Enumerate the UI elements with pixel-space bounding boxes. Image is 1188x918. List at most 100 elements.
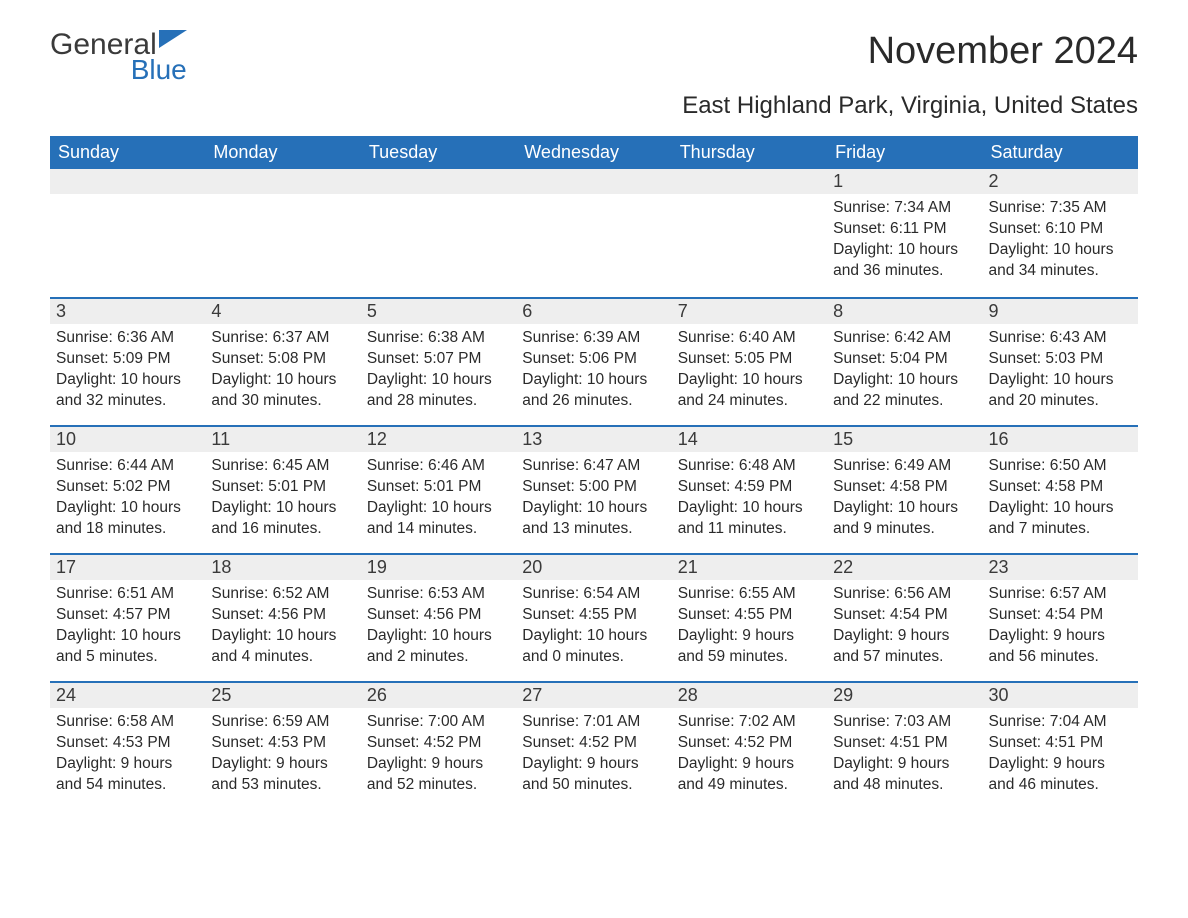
calendar-day-cell: 10Sunrise: 6:44 AMSunset: 5:02 PMDayligh… — [50, 425, 205, 553]
calendar-day-cell: 17Sunrise: 6:51 AMSunset: 4:57 PMDayligh… — [50, 553, 205, 681]
day-details: Sunrise: 6:44 AMSunset: 5:02 PMDaylight:… — [50, 452, 205, 544]
daylight-text: Daylight: 10 hours and 18 minutes. — [56, 498, 199, 540]
calendar-week-row: 24 Sunrise: 6:58 AMSunset: 4:53 PM Dayligh… — [50, 681, 1138, 809]
day-number: 15 — [827, 425, 982, 452]
sunrise-text: Sunrise: 7:03 AM — [833, 712, 976, 733]
day-details: Sunrise: 6:46 AMSunset: 5:01 PMDaylight:… — [361, 452, 516, 544]
day-number: 3 — [50, 297, 205, 324]
weekday-header: Sunday — [50, 136, 205, 169]
day-details: Sunrise: 6:45 AMSunset: 5:01 PMDaylight:… — [205, 452, 360, 544]
sunrise-text: Sunrise: 6:58 AM — [56, 712, 199, 733]
sunset-text: Sunset: 4:54 PM — [989, 605, 1132, 626]
daylight-text: Daylight: 10 hours and 14 minutes. — [367, 498, 510, 540]
day-details: Sunrise: 6:56 AMSunset: 4:54 PMDaylight:… — [827, 580, 982, 672]
sunrise-text: Sunrise: 6:37 AM — [211, 328, 354, 349]
day-number: 17 — [50, 553, 205, 580]
day-number: 8 — [827, 297, 982, 324]
daylight-text: Daylight: 10 hours and 7 minutes. — [989, 498, 1132, 540]
logo-flag-icon — [159, 30, 187, 48]
weekday-header-row: SundayMondayTuesdayWednesdayThursdayFrid… — [50, 136, 1138, 169]
sunrise-text: Sunrise: 6:54 AM — [522, 584, 665, 605]
day-number: 22 — [827, 553, 982, 580]
sunrise-text: Sunrise: 6:57 AM — [989, 584, 1132, 605]
sunrise-text: Sunrise: 6:59 AM — [211, 712, 354, 733]
sunset-text: Sunset: 4:52 PM — [678, 733, 821, 754]
calendar-day-cell: 25Sunrise: 6:59 AMSunset: 4:53 PMDayligh… — [205, 681, 360, 809]
day-details: Sunrise: 6:52 AMSunset: 4:56 PMDaylight:… — [205, 580, 360, 672]
day-details: Sunrise: 7:34 AMSunset: 6:11 PMDaylight:… — [827, 194, 982, 286]
daylight-text: Daylight: 9 hours and 49 minutes. — [678, 754, 821, 796]
daylight-text: Daylight: 10 hours and 11 minutes. — [678, 498, 821, 540]
daylight-text: Daylight: 10 hours and 26 minutes. — [522, 370, 665, 412]
sunrise-text: Sunrise: 6:39 AM — [522, 328, 665, 349]
daylight-text: Daylight: 10 hours and 13 minutes. — [522, 498, 665, 540]
day-number: 29 — [827, 681, 982, 708]
sunrise-text: Sunrise: 6:52 AM — [211, 584, 354, 605]
sunrise-text: Sunrise: 6:48 AM — [678, 456, 821, 477]
page-title: November 2024 — [868, 30, 1138, 73]
sunset-text: Sunset: 5:03 PM — [989, 349, 1132, 370]
day-number: 7 — [672, 297, 827, 324]
calendar-day-cell: 26Sunrise: 7:00 AMSunset: 4:52 PMDayligh… — [361, 681, 516, 809]
sunrise-text: Sunrise: 6:50 AM — [989, 456, 1132, 477]
daylight-text: Daylight: 9 hours and 50 minutes. — [522, 754, 665, 796]
daylight-text: Daylight: 9 hours and 53 minutes. — [211, 754, 354, 796]
sunset-text: Sunset: 4:51 PM — [989, 733, 1132, 754]
day-details: Sunrise: 6:51 AMSunset: 4:57 PMDaylight:… — [50, 580, 205, 672]
day-details: Sunrise: 6:55 AMSunset: 4:55 PMDaylight:… — [672, 580, 827, 672]
sunset-text: Sunset: 4:56 PM — [367, 605, 510, 626]
daylight-text: Daylight: 10 hours and 36 minutes. — [833, 240, 976, 282]
calendar-day-cell: 3Sunrise: 6:36 AMSunset: 5:09 PMDaylight… — [50, 297, 205, 425]
daylight-text: Daylight: 10 hours and 20 minutes. — [989, 370, 1132, 412]
day-details: Sunrise: 6:38 AMSunset: 5:07 PMDaylight:… — [361, 324, 516, 416]
calendar-day-cell: 23Sunrise: 6:57 AMSunset: 4:54 PMDayligh… — [983, 553, 1138, 681]
daylight-text: Daylight: 10 hours and 2 minutes. — [367, 626, 510, 668]
sunset-text: Sunset: 4:54 PM — [833, 605, 976, 626]
day-number: 9 — [983, 297, 1138, 324]
calendar-week-row: 3Sunrise: 6:36 AMSunset: 5:09 PMDaylight… — [50, 297, 1138, 425]
day-details: Sunrise: 6:42 AMSunset: 5:04 PMDaylight:… — [827, 324, 982, 416]
day-details: Sunrise: 6:49 AMSunset: 4:58 PMDaylight:… — [827, 452, 982, 544]
daylight-text: Daylight: 9 hours and 52 minutes. — [367, 754, 510, 796]
calendar-day-cell: 1Sunrise: 7:34 AMSunset: 6:11 PMDaylight… — [827, 169, 982, 297]
day-number: 19 — [361, 553, 516, 580]
calendar-day-cell: 14Sunrise: 6:48 AMSunset: 4:59 PMDayligh… — [672, 425, 827, 553]
calendar-day-cell: 2Sunrise: 7:35 AMSunset: 6:10 PMDaylight… — [983, 169, 1138, 297]
sunrise-text: Sunrise: 6:40 AM — [678, 328, 821, 349]
sunset-text: Sunset: 5:09 PM — [56, 349, 199, 370]
sunset-text: Sunset: 5:01 PM — [211, 477, 354, 498]
sunset-text: Sunset: 5:08 PM — [211, 349, 354, 370]
daylight-text: Daylight: 9 hours and 57 minutes. — [833, 626, 976, 668]
calendar-day-cell: 16Sunrise: 6:50 AMSunset: 4:58 PMDayligh… — [983, 425, 1138, 553]
day-number: 2 — [983, 169, 1138, 194]
day-number: 25 — [205, 681, 360, 708]
day-details: Sunrise: 6:39 AMSunset: 5:06 PMDaylight:… — [516, 324, 671, 416]
day-number: 27 — [516, 681, 671, 708]
weekday-header: Saturday — [983, 136, 1138, 169]
sunset-text: Sunset: 4:52 PM — [522, 733, 665, 754]
sunrise-text: Sunrise: 6:45 AM — [211, 456, 354, 477]
day-number: 11 — [205, 425, 360, 452]
day-number: 16 — [983, 425, 1138, 452]
calendar-day-cell: 27Sunrise: 7:01 AMSunset: 4:52 PMDayligh… — [516, 681, 671, 809]
sunrise-text: Sunrise: 6:38 AM — [367, 328, 510, 349]
sunset-text: Sunset: 4:52 PM — [367, 733, 510, 754]
sunrise-text: Sunrise: 7:34 AM — [833, 198, 976, 219]
logo: General Blue — [50, 30, 187, 84]
day-details: Sunrise: 6:36 AMSunset: 5:09 PMDaylight:… — [50, 324, 205, 416]
calendar-day-cell: 22Sunrise: 6:56 AMSunset: 4:54 PMDayligh… — [827, 553, 982, 681]
sunset-text: Sunset: 4:53 PM — [56, 733, 199, 754]
weekday-header: Tuesday — [361, 136, 516, 169]
day-number: 24 — [50, 681, 205, 708]
sunset-text: Sunset: 5:05 PM — [678, 349, 821, 370]
sunset-text: Sunset: 4:58 PM — [833, 477, 976, 498]
calendar-day-cell — [361, 169, 516, 297]
calendar-day-cell: 24Sunrise: 6:58 AMSunset: 4:53 PMDayligh… — [50, 681, 205, 809]
calendar-day-cell: 7Sunrise: 6:40 AMSunset: 5:05 PMDaylight… — [672, 297, 827, 425]
sunrise-text: Sunrise: 6:53 AM — [367, 584, 510, 605]
day-details: Sunrise: 7:03 AMSunset: 4:51 PMDaylight:… — [827, 708, 982, 800]
day-details: Sunrise: 6:50 AMSunset: 4:58 PMDaylight:… — [983, 452, 1138, 544]
sunset-text: Sunset: 5:01 PM — [367, 477, 510, 498]
calendar-day-cell: 8Sunrise: 6:42 AMSunset: 5:04 PMDaylight… — [827, 297, 982, 425]
calendar-day-cell: 20Sunrise: 6:54 AMSunset: 4:55 PMDayligh… — [516, 553, 671, 681]
